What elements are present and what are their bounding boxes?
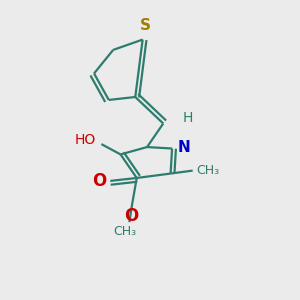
Text: O: O <box>92 172 107 190</box>
Text: O: O <box>124 207 138 225</box>
Text: S: S <box>140 18 151 33</box>
Text: CH₃: CH₃ <box>196 164 219 177</box>
Text: CH₃: CH₃ <box>113 225 136 238</box>
Text: HO: HO <box>74 133 95 147</box>
Text: H: H <box>182 111 193 125</box>
Text: N: N <box>177 140 190 155</box>
